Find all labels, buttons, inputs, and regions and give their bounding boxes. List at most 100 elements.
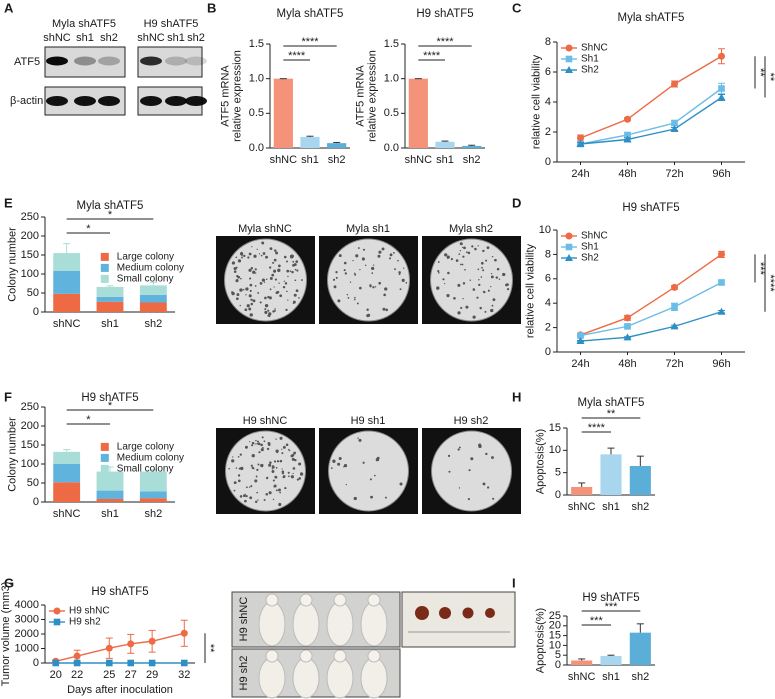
plate-label: Myla shNC: [238, 223, 292, 235]
colony: [506, 283, 509, 287]
colony: [394, 268, 396, 271]
band: [185, 56, 207, 66]
colony: [235, 256, 238, 259]
colony: [239, 288, 243, 292]
colony: [293, 451, 297, 455]
lane-label: sh1: [76, 32, 94, 44]
colony: [382, 307, 386, 311]
point: [576, 337, 585, 345]
colony: [238, 479, 241, 483]
colony: [298, 462, 302, 466]
colony: [282, 445, 286, 449]
colony: [281, 452, 284, 455]
colony: [244, 499, 247, 503]
colony: [274, 309, 276, 312]
colony: [458, 487, 461, 489]
colony: [474, 247, 477, 251]
significance-label: ****: [288, 50, 306, 62]
colony: [390, 253, 393, 256]
bar-segment: [53, 451, 81, 464]
colony: [248, 252, 252, 256]
colony: [300, 472, 304, 476]
point: [671, 80, 678, 88]
colony: [374, 474, 376, 477]
y-tick-label: 150: [21, 439, 39, 451]
colony: [437, 271, 440, 274]
chart-title: H9 shATF5: [81, 392, 138, 404]
colony: [495, 276, 499, 279]
colony: [263, 281, 266, 283]
colony: [240, 256, 243, 259]
y-tick-label: 15: [549, 422, 561, 434]
mouse: [292, 657, 320, 699]
colony: [369, 284, 372, 287]
plate-label: H9 sh1: [351, 415, 386, 427]
colony: [287, 299, 289, 301]
x-tick-label: shNC: [568, 501, 596, 513]
colony: [290, 475, 294, 479]
colony: [362, 461, 365, 464]
colony: [273, 286, 275, 288]
colony: [491, 255, 494, 258]
plate: [328, 430, 409, 512]
colony: [232, 456, 234, 458]
bar-segment: [96, 286, 124, 297]
colony: [244, 308, 248, 312]
y-tick-label: 0: [545, 346, 551, 358]
point: [671, 283, 678, 291]
colony: [248, 307, 252, 311]
point: [105, 659, 113, 667]
bar: [629, 632, 651, 665]
colony: [457, 311, 461, 315]
colony: [250, 266, 254, 270]
colony: [237, 474, 241, 477]
colony: [343, 463, 348, 468]
mouse-head: [333, 593, 347, 607]
tumor: [462, 607, 474, 619]
colony: [269, 288, 272, 291]
colony: [272, 466, 275, 469]
bar-segment: [96, 490, 124, 499]
y-tick-label: 1000: [15, 642, 39, 654]
band: [74, 96, 96, 106]
colony: [249, 313, 253, 317]
colony: [490, 275, 494, 279]
significance-label: ****: [423, 50, 441, 62]
plate: [327, 238, 410, 322]
colony: [263, 498, 266, 501]
colony: [448, 470, 451, 473]
colony: [289, 270, 292, 272]
colony: [478, 283, 481, 287]
colony: [343, 261, 347, 265]
colony: [255, 272, 257, 274]
x-tick-label: 48h: [618, 168, 636, 180]
colony: [233, 270, 237, 273]
colony: [481, 266, 483, 269]
colony: [276, 451, 279, 454]
colony: [265, 278, 268, 281]
y-tick-label: 1.0: [249, 73, 264, 85]
bar: [600, 454, 622, 495]
point: [577, 332, 584, 339]
colony: [444, 283, 446, 285]
colony: [283, 255, 287, 259]
colony: [281, 472, 285, 475]
colony: [372, 286, 375, 289]
colony: [268, 312, 272, 316]
bar: [435, 141, 455, 148]
colony: [279, 459, 283, 463]
legend-marker: [565, 66, 573, 73]
colony: [446, 257, 449, 259]
y-tick-label: 4: [545, 96, 551, 108]
colony: [392, 251, 395, 254]
colony: [353, 298, 356, 301]
colony: [271, 273, 275, 277]
point: [52, 659, 60, 667]
colony: [457, 448, 460, 451]
mouse: [258, 657, 286, 699]
point: [624, 115, 631, 123]
line: [580, 96, 722, 145]
colony: [366, 308, 369, 311]
colony: [462, 255, 465, 258]
